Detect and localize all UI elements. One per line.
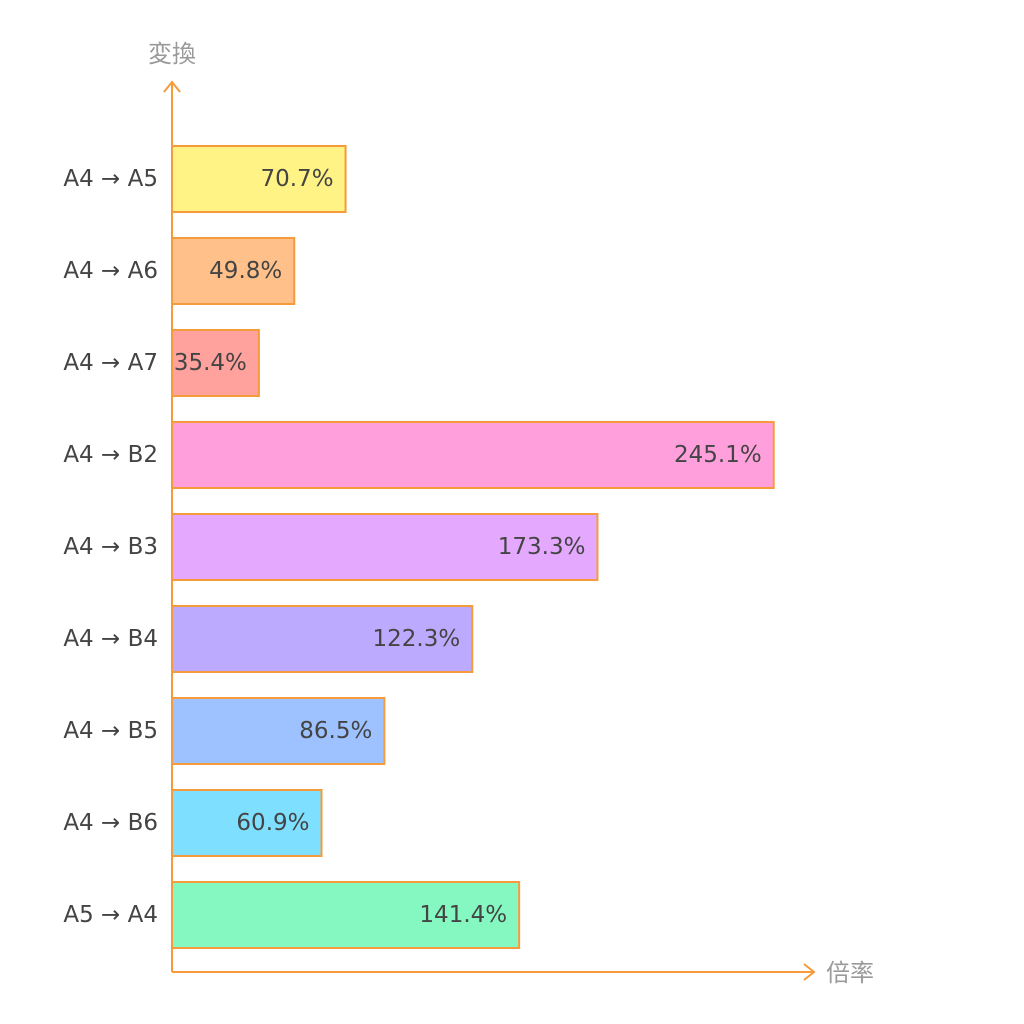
axes-layer: 変換 倍率 (148, 40, 874, 987)
bar (171, 329, 260, 397)
bar (171, 145, 347, 213)
bar (171, 421, 775, 489)
category-label: A4 → B6 (63, 810, 158, 836)
value-label: 49.8% (209, 258, 282, 284)
category-label: A4 → A7 (63, 350, 158, 376)
value-label: 86.5% (299, 718, 372, 744)
value-label: 35.4% (174, 350, 247, 376)
category-label: A4 → B4 (63, 626, 158, 652)
category-label: A4 → B3 (63, 534, 158, 560)
category-label: A4 → A6 (63, 258, 158, 284)
category-label: A4 → B5 (63, 718, 158, 744)
value-label: 60.9% (236, 810, 309, 836)
value-label: 122.3% (373, 626, 461, 652)
category-label: A5 → A4 (63, 902, 158, 928)
category-label: A4 → B2 (63, 442, 158, 468)
x-axis-title: 倍率 (826, 959, 874, 987)
bars-layer: A4 → A5 70.7% A4 → A6 49.8% A4 → A7 35.4% A4 →… (63, 145, 775, 949)
value-label: 173.3% (498, 534, 586, 560)
value-label: 245.1% (674, 442, 762, 468)
bar (171, 237, 296, 305)
bar (171, 513, 599, 581)
category-label: A4 → A5 (63, 166, 158, 192)
value-label: 70.7% (260, 166, 333, 192)
y-axis-arrow-icon (163, 80, 181, 93)
bar (171, 697, 386, 765)
y-axis-title: 変換 (148, 40, 196, 68)
value-label: 141.4% (419, 902, 507, 928)
x-axis-arrow-icon (803, 963, 816, 981)
